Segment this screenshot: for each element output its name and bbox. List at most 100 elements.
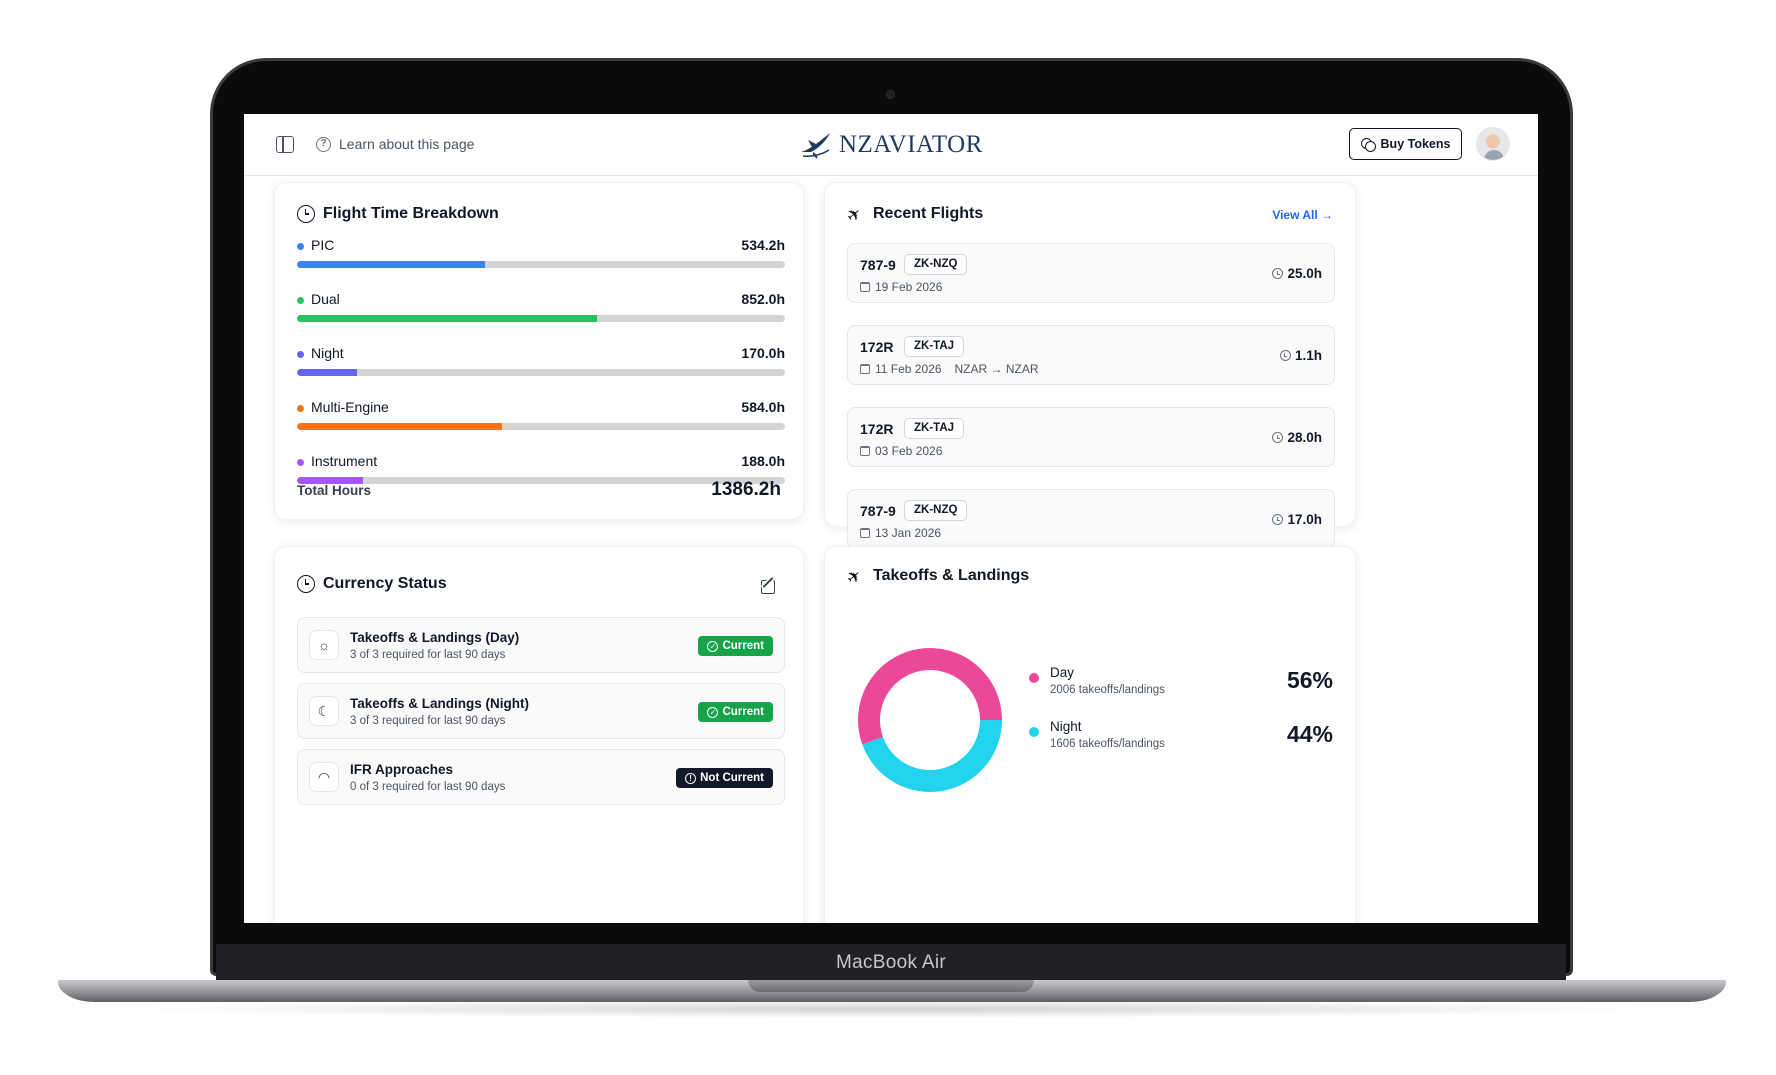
currency-title: Takeoffs & Landings (Night) (350, 696, 529, 711)
help-icon[interactable]: ? (316, 137, 331, 152)
progress-fill (297, 261, 485, 268)
flight-time-label: Night (311, 345, 344, 361)
moon-icon: ☾ (309, 696, 339, 726)
status-badge: ! Not Current (676, 768, 773, 788)
flight-duration-value: 25.0h (1287, 266, 1322, 281)
legend-dot-night (1029, 727, 1039, 737)
legend-dot (297, 351, 304, 358)
calendar-icon (860, 364, 870, 374)
flight-route: NZAR → NZAR (954, 362, 1039, 376)
edit-icon[interactable] (761, 580, 775, 594)
flight-time-card: Flight Time Breakdown PIC 534.2h Dual 852.0… (274, 182, 804, 520)
flight-duration-value: 17.0h (1287, 512, 1322, 527)
flight-duration: 25.0h (1272, 266, 1322, 281)
gauge-icon: ◠ (309, 762, 339, 792)
flight-date-row: 11 Feb 2026 NZAR → NZAR (860, 362, 1039, 376)
flight-time-title-text: Flight Time Breakdown (323, 205, 499, 222)
legend-dot (297, 297, 304, 304)
legend-dot (297, 459, 304, 466)
takeoffs-landings-donut (858, 648, 1002, 792)
status-badge-label: Current (722, 706, 764, 718)
avatar[interactable] (1476, 127, 1510, 161)
legend-name: Night (1050, 719, 1082, 734)
legend-name: Day (1050, 665, 1075, 680)
camera-icon (886, 90, 895, 99)
coins-icon (1360, 138, 1376, 152)
clock-icon (297, 205, 315, 223)
registration-badge: ZK-TAJ (904, 336, 965, 357)
currency-title: Takeoffs & Landings (Day) (350, 630, 520, 645)
flight-time-row: PIC 534.2h (297, 237, 785, 283)
currency-item[interactable]: ☼ Takeoffs & Landings (Day) 3 of 3 require… (297, 617, 785, 673)
progress-track (297, 423, 785, 430)
flight-date: 11 Feb 2026 (875, 362, 942, 376)
progress-fill (297, 423, 503, 430)
flight-time-value: 170.0h (741, 345, 785, 361)
flight-date-row: 13 Jan 2026 (860, 526, 941, 540)
progress-fill (297, 369, 358, 376)
clock-icon (1272, 514, 1284, 525)
flight-list-item[interactable]: 787-9 ZK-NZQ 13 Jan 2026 17.0h (847, 489, 1335, 549)
legend-percent: 44% (1286, 721, 1333, 747)
logo[interactable]: NZAVIATOR (799, 128, 983, 162)
flight-time-row: Instrument 188.0h (297, 453, 785, 499)
flight-time-value: 852.0h (741, 291, 785, 307)
flight-time-title: Flight Time Breakdown (297, 205, 499, 223)
currency-subtitle: 3 of 3 required for last 90 days (350, 649, 506, 661)
flight-duration-value: 28.0h (1287, 430, 1322, 445)
buy-tokens-button[interactable]: Buy Tokens (1349, 128, 1462, 160)
flight-time-row: Night 170.0h (297, 345, 785, 391)
clock-icon (1279, 350, 1291, 361)
takeoffs-landings-card: ✈ Takeoffs & Landings Day 2006 takeoffs/l… (824, 546, 1356, 923)
flight-time-label: Instrument (311, 453, 378, 469)
takeoffs-landings-title: ✈ Takeoffs & Landings (843, 565, 1029, 589)
total-hours-value: 1386.2h (711, 479, 781, 500)
plane-icon: ✈ (842, 202, 866, 227)
logo-text: NZAVIATOR (839, 131, 983, 158)
flight-time-label: Multi-Engine (311, 399, 389, 415)
flight-duration: 28.0h (1272, 430, 1322, 445)
status-badge: ✓ Current (698, 702, 773, 722)
calendar-icon (860, 282, 870, 292)
currency-title: IFR Approaches (350, 762, 454, 777)
buy-tokens-label: Buy Tokens (1380, 137, 1451, 151)
flight-list-item[interactable]: 172R ZK-TAJ 03 Feb 2026 28.0h (847, 407, 1335, 467)
progress-track (297, 477, 785, 484)
currency-subtitle: 3 of 3 required for last 90 days (350, 715, 506, 727)
registration-badge: ZK-NZQ (904, 500, 968, 521)
flight-duration: 1.1h (1279, 348, 1322, 363)
status-badge-label: Current (722, 640, 764, 652)
app-header: ? Learn about this page NZAVIATOR Buy To… (244, 114, 1538, 176)
currency-status-title: Currency Status (297, 575, 447, 593)
donut-slice-day (858, 648, 1002, 745)
currency-item[interactable]: ☾ Takeoffs & Landings (Night) 3 of 3 requi… (297, 683, 785, 739)
laptop-hinge (216, 944, 1566, 980)
clock-icon (1272, 432, 1284, 443)
currency-item[interactable]: ◠ IFR Approaches 0 of 3 required for last … (297, 749, 785, 805)
check-circle-icon: ✓ (707, 640, 719, 652)
laptop-notch (748, 980, 1034, 992)
sidebar-toggle-icon[interactable] (276, 136, 294, 153)
status-badge: ✓ Current (698, 636, 773, 656)
progress-fill (297, 315, 598, 322)
flight-list-item[interactable]: 172R ZK-TAJ 11 Feb 2026 NZAR → NZAR 1.1h (847, 325, 1335, 385)
currency-status-card: Currency Status ☼ Takeoffs & Landings (Da… (274, 546, 804, 923)
calendar-icon (860, 528, 870, 538)
flight-time-value: 584.0h (741, 399, 785, 415)
progress-fill (297, 477, 364, 484)
laptop-shadow (120, 1000, 1660, 1018)
screen: ? Learn about this page NZAVIATOR Buy To… (244, 114, 1538, 923)
view-all-link[interactable]: View All → (1272, 208, 1333, 222)
flight-date-row: 19 Feb 2026 (860, 280, 942, 294)
flight-time-value: 188.0h (741, 453, 785, 469)
aircraft-type: 172R (860, 421, 894, 437)
total-hours-label: Total Hours (297, 483, 371, 498)
progress-track (297, 261, 785, 268)
flight-time-row: Dual 852.0h (297, 291, 785, 337)
status-badge-label: Not Current (700, 772, 764, 784)
learn-about-page-link[interactable]: Learn about this page (339, 136, 475, 152)
device-label: MacBook Air (836, 952, 946, 973)
progress-track (297, 315, 785, 322)
flight-list-item[interactable]: 787-9 ZK-NZQ 19 Feb 2026 25.0h (847, 243, 1335, 303)
flight-time-value: 534.2h (741, 237, 785, 253)
